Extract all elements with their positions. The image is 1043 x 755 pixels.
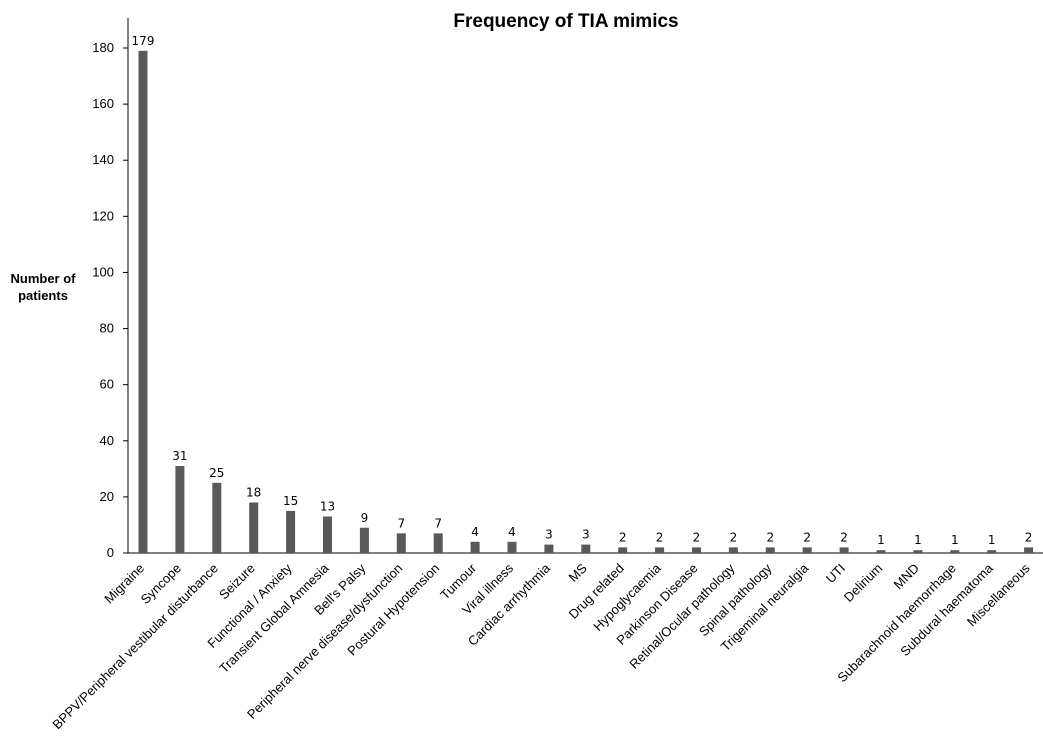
bar	[728, 547, 738, 553]
bar	[987, 550, 997, 553]
bar	[544, 544, 554, 553]
bar	[876, 550, 886, 553]
bar	[692, 547, 701, 553]
bar	[433, 533, 443, 553]
data-label: 25	[209, 466, 224, 480]
data-label: 3	[582, 528, 590, 542]
bars-group	[138, 50, 1034, 554]
chart-title: Frequency of TIA mimics	[453, 11, 678, 32]
y-tick-label: 40	[100, 433, 114, 448]
data-label: 2	[693, 530, 701, 544]
bar	[765, 547, 775, 553]
data-label: 4	[508, 525, 516, 539]
category-label: UTI	[823, 561, 848, 586]
y-tick-label: 100	[92, 264, 114, 279]
bar	[950, 550, 960, 553]
data-label: 7	[397, 516, 405, 530]
bar	[138, 50, 148, 554]
bar	[359, 527, 369, 553]
data-label: 2	[730, 530, 738, 544]
data-label: 9	[361, 511, 369, 525]
bar	[655, 547, 665, 553]
bar	[618, 547, 628, 553]
data-label: 2	[840, 530, 848, 544]
y-tick-label: 120	[92, 208, 114, 223]
bar	[175, 466, 185, 553]
data-label: 13	[320, 500, 335, 514]
data-label: 18	[246, 486, 261, 500]
data-label: 1	[951, 533, 959, 547]
data-label: 3	[545, 528, 553, 542]
data-label: 15	[283, 494, 298, 508]
category-label: BPPV/Peripheral vestibular disturbance	[49, 561, 221, 733]
category-label: MND	[890, 561, 922, 593]
y-tick-label: 140	[92, 152, 114, 167]
y-axis-ticks: 0 20 40 60 80 100 120 140 160 180	[92, 40, 128, 560]
bar	[396, 533, 406, 553]
data-label: 1	[988, 533, 996, 547]
y-axis-label-line-2: patients	[18, 288, 68, 303]
y-tick-label: 60	[100, 377, 114, 392]
bar	[212, 482, 222, 553]
data-label: 31	[172, 449, 187, 463]
data-label: 2	[766, 530, 774, 544]
bar	[249, 502, 259, 553]
bar	[1024, 547, 1034, 553]
bar	[507, 541, 517, 553]
y-tick-label: 180	[92, 40, 114, 55]
y-tick-label: 80	[100, 321, 114, 336]
bar	[839, 547, 849, 553]
y-tick-label: 0	[107, 545, 114, 560]
category-label: Delirium	[841, 561, 885, 605]
bar	[286, 510, 296, 553]
bar	[581, 544, 591, 553]
bar	[802, 547, 812, 553]
data-label: 2	[656, 530, 664, 544]
bar	[323, 516, 332, 553]
data-label: 1	[914, 533, 922, 547]
data-label: 2	[1025, 530, 1033, 544]
bar	[913, 550, 923, 553]
bar	[470, 541, 480, 553]
data-label: 7	[434, 516, 442, 530]
category-label: MS	[566, 560, 591, 585]
y-tick-label: 160	[92, 96, 114, 111]
data-label: 1	[877, 533, 885, 547]
y-tick-label: 20	[100, 489, 114, 504]
y-axis-label-line-1: Number of	[11, 271, 77, 286]
data-label: 179	[132, 34, 155, 48]
data-label: 4	[471, 525, 479, 539]
data-label: 2	[803, 530, 811, 544]
data-label: 2	[619, 530, 627, 544]
data-labels-group: 179 31 25 18 15 13 9 7 7 4 4 3 3 2 2 2 2 2 2 2 1 1 1 1 2	[132, 34, 1033, 547]
